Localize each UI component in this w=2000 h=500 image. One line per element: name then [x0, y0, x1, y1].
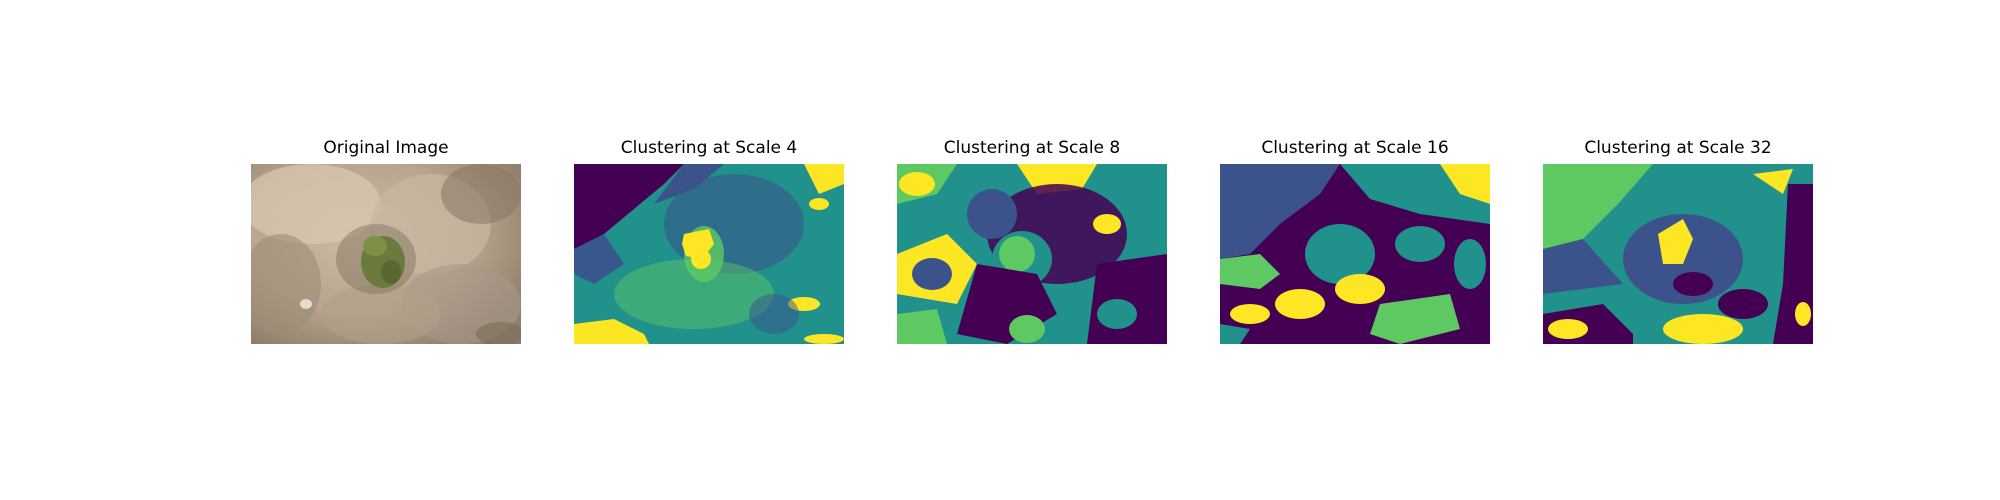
cluster-map-canvas — [1220, 164, 1490, 344]
panel-scale-32: Clustering at Scale 32 — [1543, 0, 1813, 500]
panel-title: Clustering at Scale 16 — [1220, 138, 1490, 158]
panel-scale-16: Clustering at Scale 16 — [1220, 0, 1490, 500]
cluster-map-scale-32 — [1543, 164, 1813, 344]
cluster-map-canvas — [1543, 164, 1813, 344]
panel-scale-8: Clustering at Scale 8 — [897, 0, 1167, 500]
panel-title: Clustering at Scale 32 — [1543, 138, 1813, 158]
original-aerial-photo — [251, 164, 521, 344]
cluster-map-canvas — [897, 164, 1167, 344]
cluster-map-scale-16 — [1220, 164, 1490, 344]
panel-original-image: Original Image — [251, 0, 521, 500]
original-photo-canvas — [251, 164, 521, 344]
panel-title: Original Image — [251, 138, 521, 158]
panel-scale-4: Clustering at Scale 4 — [574, 0, 844, 500]
panel-title: Clustering at Scale 8 — [897, 138, 1167, 158]
cluster-map-scale-4 — [574, 164, 844, 344]
panel-title: Clustering at Scale 4 — [574, 138, 844, 158]
cluster-map-scale-8 — [897, 164, 1167, 344]
cluster-map-canvas — [574, 164, 844, 344]
